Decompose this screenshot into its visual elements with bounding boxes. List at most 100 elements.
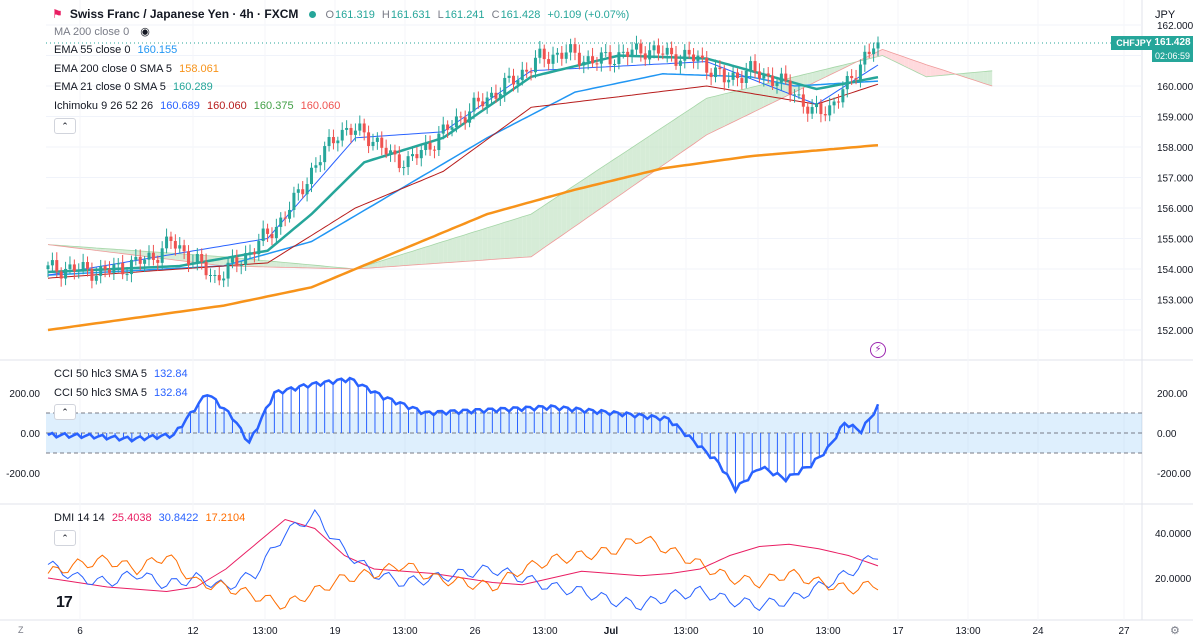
candle-body [86,262,90,269]
candle-body [151,252,155,260]
candle-body [863,51,867,65]
legend-ichimoku[interactable]: Ichimoku 9 26 52 26 160.689 160.060 160.… [54,99,344,113]
ema21-value: 160.289 [172,81,213,93]
x-tick-label: 10 [752,626,764,637]
ichimoku-cloud-segment [394,255,400,267]
candle-body [217,274,221,281]
candle-body [468,111,472,123]
ichimoku-cloud-segment [636,141,641,184]
candle-body [797,94,801,96]
candle-body [340,129,344,141]
candle-body [107,269,111,273]
ichimoku-cloud-segment [693,103,698,144]
candle-body [648,50,652,60]
ichimoku-cloud-segment [460,234,466,262]
dmi-v1: 25.4038 [111,512,152,524]
ichimoku-cloud-segment [574,182,580,227]
legend-ema200[interactable]: EMA 200 close 0 SMA 5 158.061 [54,62,223,76]
candle-body [788,80,792,95]
candle-body [288,209,292,219]
x-tick-label: 17 [892,626,904,637]
ichimoku-cloud-segment [140,251,145,257]
ichimoku-cloud-segment [517,216,523,258]
collapse-dmi-legend-button[interactable]: ⌃ [54,530,76,546]
legend-ema21[interactable]: EMA 21 close 0 SMA 5 160.289 [54,80,217,94]
ichimoku-cloud-segment [820,69,826,80]
candle-body [551,54,555,64]
ichimoku-cloud-segment [750,86,756,114]
ichimoku-cloud-segment [667,121,672,163]
cci2-label: CCI 50 hlc3 SMA 5 [54,387,147,399]
candle-body [195,254,199,263]
dmi-label: DMI 14 14 [54,512,105,524]
y-tick-label: 160.000 [1157,82,1193,93]
candle-body [577,52,581,66]
ichimoku-cloud-segment [289,262,294,268]
bar-countdown: 02:06:59 [1152,50,1193,62]
ichimoku-cloud-segment [403,252,409,266]
candle-body [318,162,322,166]
candle-body [353,130,357,135]
ichimoku-cloud-segment [465,233,470,262]
legend-cci1[interactable]: CCI 50 hlc3 SMA 5 132.84 [54,367,192,381]
ichimoku-cloud-segment [276,261,281,268]
x-tick-label: 13:00 [955,626,980,637]
ichimoku-cloud-segment [706,97,712,135]
candle-body [112,264,116,273]
ichimoku-v2: 160.060 [206,100,247,112]
candle-body [204,261,208,276]
ema21-label: EMA 21 close 0 SMA 5 [54,81,166,93]
candle-body [472,97,476,112]
ichimoku-cloud-segment [838,65,843,71]
ichimoku-cloud-segment [456,236,461,262]
candle-body [858,64,862,80]
collapse-legend-button[interactable]: ⌃ [54,118,76,134]
candle-body [617,52,621,64]
ichimoku-cloud-segment [588,173,593,218]
y-tick-label: 155.000 [1157,235,1193,246]
ichimoku-cloud-segment [755,85,760,112]
candle-body [428,142,432,150]
candle-body [779,73,783,83]
candle-body [446,124,450,130]
legend-cci2[interactable]: CCI 50 hlc3 SMA 5 132.84 [54,386,192,400]
ichimoku-cloud-segment [452,237,457,263]
ichimoku-cloud-segment [504,220,510,259]
lightning-icon[interactable]: ⚡ [870,342,886,358]
ichimoku-cloud-segment [509,219,514,259]
ichimoku-cloud-segment [271,261,277,268]
candle-body [143,259,147,264]
candle-body [68,264,72,269]
tradingview-logo-icon[interactable]: 17 [56,594,73,611]
zoom-icon[interactable]: Z [18,625,24,635]
candle-body [59,271,63,279]
cci-y-tick: 200.00 [1157,389,1188,400]
ichimoku-cloud-segment [399,253,404,266]
ichimoku-cloud-segment [434,242,439,264]
ichimoku-cloud-segment [175,253,180,261]
candle-body [191,262,195,265]
ichimoku-cloud-segment [921,63,927,77]
ichimoku-cloud-segment [412,249,417,266]
candle-body [573,44,577,53]
legend-ma200[interactable]: MA 200 close 0 ◉ [54,25,154,39]
x-tick-label: 12 [187,626,199,637]
candle-body [683,49,687,61]
settings-icon[interactable]: ⚙ [1170,625,1180,637]
currency-label[interactable]: JPY [1155,9,1176,21]
legend-ema55[interactable]: EMA 55 close 0 160.155 [54,43,181,57]
candle-body [520,69,524,81]
legend-dmi[interactable]: DMI 14 14 25.4038 30.8422 17.2104 [54,511,249,525]
ichimoku-cloud-segment [654,130,659,172]
ichimoku-cloud-segment [658,127,663,169]
collapse-cci-legend-button[interactable]: ⌃ [54,404,76,420]
ichimoku-cloud-segment [965,72,971,79]
eye-icon[interactable]: ◉ [140,26,150,38]
y-tick-label: 157.000 [1157,174,1193,185]
candle-body [722,69,726,83]
ichimoku-cloud-segment [913,60,918,73]
candle-body [709,72,713,78]
dmi-minusdi-line [47,535,879,610]
x-tick-label: 13:00 [252,626,277,637]
